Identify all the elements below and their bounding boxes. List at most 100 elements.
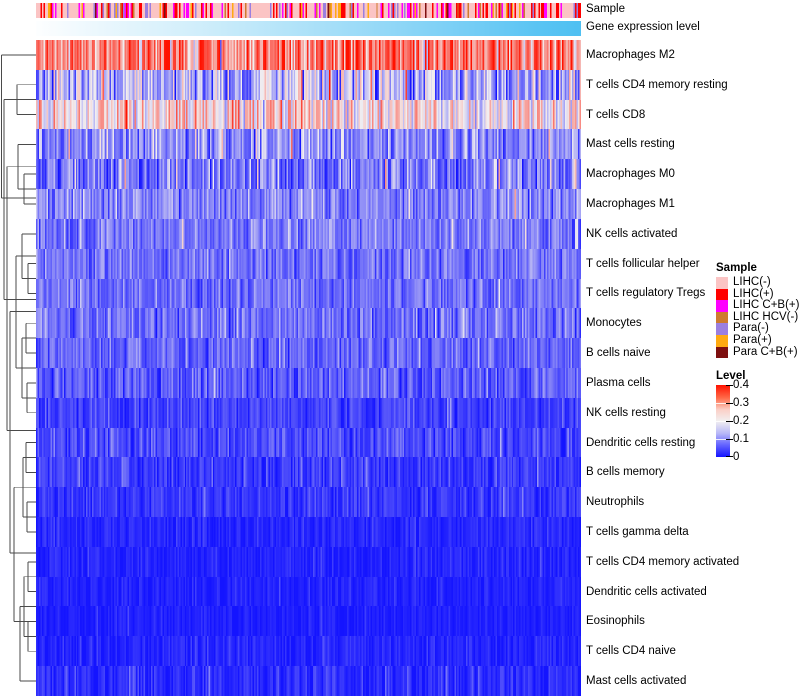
row-label: B cells naive xyxy=(586,347,651,360)
row-label: Macrophages M0 xyxy=(586,168,675,181)
heatmap-row-cells xyxy=(36,308,581,339)
sample-legend-item: LIHC C+B(+) xyxy=(716,300,800,312)
heatmap-row-cells xyxy=(36,99,581,130)
row-label: Mast cells activated xyxy=(586,675,687,688)
heatmap-row xyxy=(36,189,581,219)
row-label: T cells regulatory Tregs xyxy=(586,287,706,300)
row-label: Monocytes xyxy=(586,317,642,330)
legend-panel: Sample LIHC(-) LIHC(+) LIHC C+B(+) LIHC HCV… xyxy=(716,262,800,463)
heatmap-row-cells xyxy=(36,40,581,70)
legend-color-swatch xyxy=(716,346,728,359)
legend-item-label: LIHC C+B(+) xyxy=(733,299,800,312)
heatmap-row-cells xyxy=(36,189,581,219)
row-label: Dendritic cells resting xyxy=(586,436,696,449)
sample-legend-title: Sample xyxy=(716,262,757,274)
sample-legend-item: LIHC HCV(-) xyxy=(716,310,800,324)
heatmap-row-cells xyxy=(36,606,581,637)
level-tick-mark xyxy=(726,456,733,458)
gene-expression-annotation-label: Gene expression level xyxy=(586,21,700,33)
sample-legend-items: LIHC(-) LIHC(+) LIHC C+B(+) LIHC HCV(-) Para… xyxy=(716,276,800,359)
heatmap-row-cells xyxy=(36,278,581,309)
heatmap-row xyxy=(36,546,581,577)
row-label: Macrophages M1 xyxy=(586,198,675,210)
heatmap-row xyxy=(36,278,581,309)
legend-color-swatch xyxy=(716,288,728,301)
row-label-column: Macrophages M2 T cells CD4 memory resting… xyxy=(586,40,800,696)
heatmap-row-cells xyxy=(36,69,581,100)
legend-item-label: Para(-) xyxy=(733,322,769,335)
heatmap-row-cells xyxy=(36,218,581,249)
heatmap-row xyxy=(36,397,581,428)
sample-annotation-cells xyxy=(36,3,581,18)
row-label: Neutrophils xyxy=(586,496,645,509)
heatmap-row-cells xyxy=(36,546,581,577)
heatmap-row-cells xyxy=(36,129,581,160)
legend-color-swatch xyxy=(716,277,728,289)
row-label: Dendritic cells activated xyxy=(586,585,707,598)
level-tick-mark xyxy=(726,385,733,387)
heatmap-row xyxy=(36,308,581,339)
legend-item-label: LIHC(+) xyxy=(733,287,774,300)
row-label: T cells CD8 xyxy=(586,108,646,121)
row-dendrogram xyxy=(1,54,36,682)
heatmap-row-cells xyxy=(36,517,581,547)
heatmap-row xyxy=(36,367,581,398)
heatmap-row-cells xyxy=(36,457,581,488)
heatmap-row xyxy=(36,636,581,667)
heatmap-row-cells xyxy=(36,248,581,279)
heatmap-row xyxy=(36,517,581,547)
legend-item-label: Para C+B(+) xyxy=(733,345,798,358)
legend-item-label: Para(+) xyxy=(733,333,772,346)
row-label: T cells follicular helper xyxy=(586,257,700,270)
heatmap-row xyxy=(36,427,581,458)
heatmap-row-cells xyxy=(36,576,581,607)
row-label: NK cells resting xyxy=(586,406,666,419)
heatmap-row xyxy=(36,576,581,607)
row-label: T cells CD4 memory activated xyxy=(586,555,740,568)
legend-color-swatch xyxy=(716,334,728,347)
heatmap-row-cells xyxy=(36,487,581,517)
row-label: T cells gamma delta xyxy=(586,526,689,538)
heatmap-row xyxy=(36,338,581,368)
sample-legend-item: Para(+) xyxy=(716,333,800,347)
gene-expression-annotation-bar xyxy=(36,21,581,36)
level-tick-mark xyxy=(726,421,733,423)
row-label: T cells CD4 naive xyxy=(586,645,676,658)
level-tick-line xyxy=(716,439,730,441)
heatmap-row xyxy=(36,99,581,130)
level-tick-mark xyxy=(726,403,733,405)
row-label: NK cells activated xyxy=(586,227,678,240)
sample-legend-item: LIHC(-) xyxy=(716,276,800,289)
heatmap-row-cells xyxy=(36,636,581,667)
level-tick-mark xyxy=(726,439,733,441)
heatmap-row-cells xyxy=(36,427,581,458)
heatmap-row xyxy=(36,248,581,279)
sample-annotation-bar xyxy=(36,3,581,18)
row-label: Plasma cells xyxy=(586,376,651,389)
row-label: Eosinophils xyxy=(586,615,645,628)
legend-color-swatch xyxy=(716,323,728,335)
heatmap-row-cells xyxy=(36,397,581,428)
heatmap-row xyxy=(36,218,581,249)
heatmap-row-cells xyxy=(36,666,581,696)
legend-color-swatch xyxy=(716,300,728,312)
level-tick-line xyxy=(716,421,730,423)
level-tick-label: 0.4 xyxy=(733,379,749,392)
heatmap-row-cells xyxy=(36,367,581,398)
row-label: B cells memory xyxy=(586,466,665,479)
level-tick-label: 0.1 xyxy=(733,433,749,446)
heatmap-row-cells xyxy=(36,159,581,190)
level-tick-label: 0.3 xyxy=(733,397,749,410)
level-legend-title: Level xyxy=(716,370,746,383)
sample-legend-item: Para C+B(+) xyxy=(716,345,800,359)
row-label: Mast cells resting xyxy=(586,138,675,151)
row-label: T cells CD4 memory resting xyxy=(586,78,728,91)
legend-item-label: LIHC HCV(-) xyxy=(733,310,799,323)
row-label: Macrophages M2 xyxy=(586,48,675,61)
level-tick-line xyxy=(716,403,730,405)
heatmap-row xyxy=(36,69,581,100)
level-tick-label: 0 xyxy=(733,451,740,464)
heatmap-row xyxy=(36,129,581,160)
heatmap-row-cells xyxy=(36,338,581,368)
